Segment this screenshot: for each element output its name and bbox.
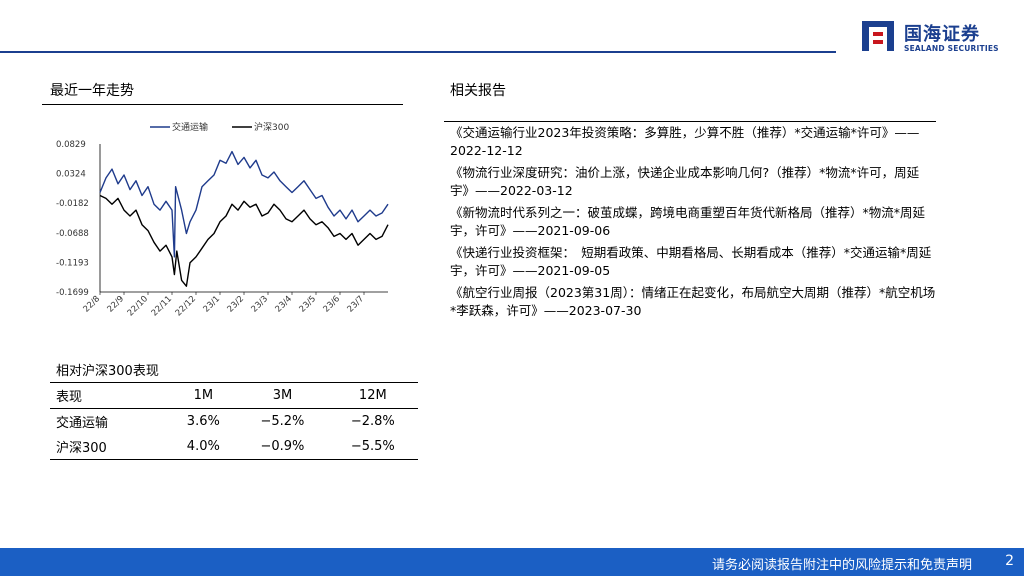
x-tick-label: 23/2 bbox=[226, 294, 247, 315]
x-tick-label: 23/7 bbox=[346, 294, 367, 315]
y-tick-label: 0.0829 bbox=[56, 140, 86, 150]
x-tick-label: 22/12 bbox=[174, 294, 198, 318]
legend-label: 交通运输 bbox=[172, 121, 208, 133]
table-cell: −0.9% bbox=[237, 434, 328, 460]
table-cell: −5.2% bbox=[260, 414, 305, 429]
table-cell: −5.5% bbox=[327, 434, 418, 460]
report-link[interactable]: 《交通运输行业2023年投资策略：多算胜，少算不胜（推荐）*交通运输*许可》——… bbox=[450, 125, 920, 158]
table-cell: 交通运输 bbox=[56, 416, 109, 431]
table-cell: 沪深300 bbox=[50, 434, 170, 460]
table-row: 沪深300 4.0% −0.9% −5.5% bbox=[50, 434, 418, 460]
y-tick-label: 0.0324 bbox=[56, 170, 86, 180]
disclaimer-notice: 请务必阅读报告附注中的风险提示和免责声明 bbox=[711, 558, 972, 573]
report-link[interactable]: 《快递行业投资框架： 短期看政策、中期看格局、长期看成本（推荐）*交通运输*周延… bbox=[450, 245, 932, 278]
series-line-transport bbox=[99, 150, 389, 258]
legend-label: 沪深300 bbox=[254, 121, 289, 133]
table-cell: 4.0% bbox=[169, 434, 238, 460]
table-row: 交通运输 3.6% −5.2% −2.8% bbox=[50, 409, 418, 435]
x-tick-label: 23/1 bbox=[202, 294, 223, 315]
reports-section-title: 相关报告 bbox=[450, 83, 506, 99]
logo-mark-icon bbox=[862, 21, 894, 51]
trend-line-chart: 0.0829 0.0324 -0.0182 -0.0688 -0.1193 -0.1699… bbox=[56, 121, 389, 318]
reports-section-rule bbox=[444, 121, 936, 122]
x-tick-label: 23/3 bbox=[250, 294, 271, 315]
table-header-cell: 3M bbox=[237, 382, 328, 409]
logo-english-name: SEALAND SECURITIES bbox=[904, 44, 999, 53]
company-logo: 国海证券 SEALAND SECURITIES bbox=[860, 18, 1010, 58]
report-link[interactable]: 《新物流时代系列之一：破茧成蝶，跨境电商重塑百年货代新格局（推荐）*物流*周延宇… bbox=[450, 205, 926, 238]
x-tick-label: 22/10 bbox=[126, 294, 150, 318]
x-tick-label: 23/4 bbox=[274, 294, 295, 315]
report-list: 《交通运输行业2023年投资策略：多算胜，少算不胜（推荐）*交通运输*许可》——… bbox=[450, 124, 936, 324]
y-tick-label: -0.1193 bbox=[56, 258, 89, 268]
x-tick-label: 22/11 bbox=[150, 294, 174, 318]
y-tick-label: -0.1699 bbox=[56, 288, 89, 298]
table-cell: −2.8% bbox=[350, 414, 395, 429]
report-link[interactable]: 《航空行业周报（2023第31周）：情绪正在起变化，布局航空大周期（推荐）*航空… bbox=[450, 285, 936, 318]
footer-bar: 请务必阅读报告附注中的风险提示和免责声明 2 bbox=[0, 548, 1024, 576]
x-tick-label: 22/9 bbox=[106, 294, 127, 315]
table-header-row: 表现 1M 3M 12M bbox=[50, 382, 418, 409]
relative-perf-table: 表现 1M 3M 12M 交通运输 3.6% −5.2% −2.8% 沪深300… bbox=[50, 382, 418, 460]
relative-perf-title: 相对沪深300表现 bbox=[56, 364, 159, 379]
trend-section-rule bbox=[42, 104, 403, 105]
table-header-cell: 表现 bbox=[50, 382, 170, 409]
series-line-csi300 bbox=[99, 194, 389, 287]
x-tick-label: 23/5 bbox=[298, 294, 319, 315]
y-tick-label: -0.0688 bbox=[56, 229, 89, 239]
trend-section-title: 最近一年走势 bbox=[50, 83, 134, 99]
x-tick-label: 23/6 bbox=[322, 294, 343, 315]
table-header-cell: 12M bbox=[327, 382, 418, 409]
table-header-cell: 1M bbox=[169, 382, 238, 409]
logo-chinese-name: 国海证券 bbox=[904, 24, 980, 45]
header-rule bbox=[0, 51, 836, 53]
table-cell: 3.6% bbox=[186, 414, 220, 429]
y-tick-label: -0.0182 bbox=[56, 199, 89, 209]
page-number: 2 bbox=[1005, 553, 1014, 569]
report-link[interactable]: 《物流行业深度研究：油价上涨，快递企业成本影响几何?（推荐）*物流*许可，周延宇… bbox=[450, 165, 920, 198]
